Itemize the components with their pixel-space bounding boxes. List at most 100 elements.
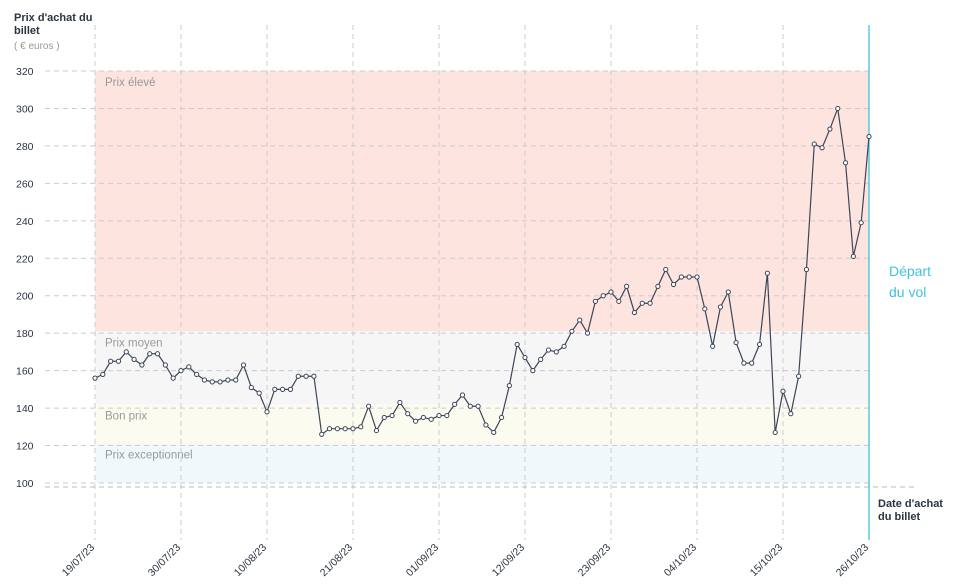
price-point xyxy=(764,270,770,276)
event-label: Départ du vol xyxy=(889,263,932,300)
price-point xyxy=(147,351,153,357)
price-point xyxy=(530,368,536,374)
price-point xyxy=(811,141,817,147)
price-point xyxy=(233,377,239,383)
price-band xyxy=(95,331,869,405)
price-point xyxy=(264,409,270,415)
price-point xyxy=(373,427,380,434)
price-point xyxy=(248,384,254,391)
price-point xyxy=(514,341,520,348)
x-tick-label: 19/07/23 xyxy=(60,542,97,579)
price-point xyxy=(459,392,466,398)
price-point xyxy=(381,414,387,421)
price-point xyxy=(569,328,575,334)
price-point xyxy=(858,220,864,226)
y-tick-label: 320 xyxy=(16,66,34,78)
y-tick-label: 100 xyxy=(16,478,34,490)
price-point xyxy=(209,379,215,385)
price-point xyxy=(428,416,434,422)
band-label: Bon prix xyxy=(105,410,147,422)
price-point xyxy=(788,411,794,417)
y-tick-label: 240 xyxy=(16,216,34,228)
price-point xyxy=(240,362,247,368)
x-tick-label: 12/09/23 xyxy=(490,542,527,579)
price-point xyxy=(467,403,473,409)
price-point xyxy=(686,274,692,280)
x-tick-label: 21/08/23 xyxy=(318,542,355,579)
price-point xyxy=(436,412,442,419)
price-point xyxy=(131,356,137,362)
price-point xyxy=(592,298,598,304)
y-axis-unit: ( € euros ) xyxy=(14,41,60,52)
price-point xyxy=(358,424,364,430)
price-point xyxy=(342,426,348,432)
price-point xyxy=(412,418,419,424)
price-point xyxy=(725,289,731,295)
price-point xyxy=(733,339,739,346)
price-point xyxy=(670,281,677,288)
price-point xyxy=(280,386,286,392)
price-point xyxy=(850,253,856,259)
price-point xyxy=(639,300,645,306)
x-tick-label: 10/08/23 xyxy=(232,542,269,579)
y-tick-label: 120 xyxy=(16,441,34,453)
y-tick-label: 180 xyxy=(16,328,34,340)
price-point xyxy=(819,145,825,151)
price-point xyxy=(584,330,591,336)
price-point xyxy=(506,383,512,389)
price-point xyxy=(123,349,129,355)
price-point xyxy=(303,373,309,379)
price-point xyxy=(217,379,223,385)
price-point xyxy=(553,349,559,355)
price-point xyxy=(475,403,481,409)
price-point xyxy=(663,266,669,273)
price-point xyxy=(444,412,450,419)
price-point xyxy=(545,347,552,353)
price-point xyxy=(522,354,528,361)
price-point xyxy=(741,360,747,366)
price-point xyxy=(827,126,833,132)
price-point xyxy=(647,300,653,306)
price-point xyxy=(483,422,489,428)
price-point xyxy=(624,283,630,289)
price-point xyxy=(842,160,849,166)
price-point xyxy=(498,414,505,421)
price-point xyxy=(835,105,841,112)
price-point xyxy=(115,358,122,364)
y-tick-label: 160 xyxy=(16,366,34,378)
price-point xyxy=(538,356,544,362)
price-line xyxy=(94,106,870,436)
price-point xyxy=(92,375,98,381)
price-point xyxy=(397,399,403,406)
price-point xyxy=(201,377,208,383)
price-point xyxy=(100,371,106,377)
y-tick-label: 280 xyxy=(16,141,34,153)
x-tick-label: 30/07/23 xyxy=(146,542,183,579)
price-point xyxy=(178,368,184,374)
price-point xyxy=(272,386,278,392)
band-label: Prix exceptionnel xyxy=(105,450,193,462)
price-point xyxy=(702,306,708,312)
price-point xyxy=(295,373,301,379)
x-tick-label: 15/10/23 xyxy=(748,542,785,579)
y-tick-label: 260 xyxy=(16,178,34,190)
price-point xyxy=(420,414,426,421)
x-tick-label: 26/10/23 xyxy=(834,542,871,579)
price-point xyxy=(366,403,372,409)
price-point xyxy=(717,304,724,310)
price-point xyxy=(631,309,638,316)
price-point xyxy=(678,274,684,280)
price-point xyxy=(108,358,114,364)
price-point xyxy=(405,411,411,417)
price-point xyxy=(780,388,786,394)
price-point xyxy=(577,317,583,323)
price-point xyxy=(491,429,497,436)
price-point xyxy=(170,375,176,381)
price-point xyxy=(772,429,778,436)
price-point xyxy=(326,426,333,432)
price-point xyxy=(710,343,716,349)
price-point xyxy=(186,364,192,370)
y-tick-label: 300 xyxy=(16,103,34,115)
price-point xyxy=(154,351,161,357)
